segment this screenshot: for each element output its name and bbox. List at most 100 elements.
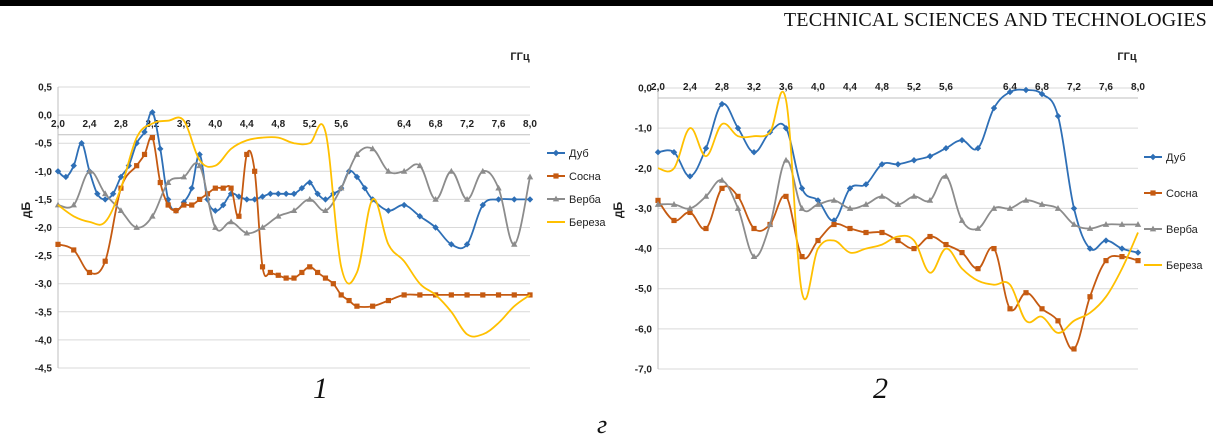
- data-point: [831, 221, 837, 228]
- panel-label-2: 2: [873, 372, 888, 405]
- data-point: [815, 237, 821, 244]
- series-1: [654, 86, 1142, 256]
- legend-entry: Береза: [1144, 260, 1203, 272]
- y-tick-label: 0,5: [38, 83, 52, 94]
- data-point: [926, 153, 934, 160]
- data-point: [1118, 245, 1126, 252]
- data-point: [1039, 306, 1045, 312]
- data-point: [369, 145, 376, 152]
- data-point: [1103, 258, 1109, 264]
- data-point: [338, 184, 345, 191]
- x-tick-label: 4,8: [875, 82, 889, 93]
- data-point: [974, 225, 982, 231]
- data-point: [141, 128, 148, 136]
- data-point: [495, 292, 502, 298]
- data-point: [353, 173, 361, 181]
- data-point: [448, 167, 455, 174]
- data-point: [196, 151, 203, 158]
- data-point: [1006, 205, 1014, 211]
- data-point: [314, 190, 321, 197]
- data-point: [718, 100, 726, 108]
- data-point: [1102, 221, 1110, 227]
- data-point: [346, 297, 352, 304]
- legend-label: Дуб: [1166, 152, 1186, 164]
- data-point: [464, 292, 470, 298]
- data-point: [432, 224, 439, 231]
- data-point: [94, 190, 101, 197]
- data-point: [878, 192, 886, 199]
- data-point: [102, 258, 108, 264]
- data-point: [275, 212, 282, 219]
- data-point: [798, 185, 806, 192]
- legend-label: Верба: [569, 194, 602, 206]
- data-point: [526, 173, 534, 180]
- data-point: [275, 272, 281, 278]
- data-point: [197, 196, 203, 202]
- data-point: [401, 292, 407, 298]
- data-point: [322, 207, 329, 214]
- data-point: [196, 162, 203, 169]
- data-point: [783, 193, 789, 199]
- data-point: [1086, 245, 1094, 252]
- data-point: [1006, 88, 1014, 96]
- data-point: [654, 149, 662, 156]
- legend-marker: [552, 195, 560, 202]
- data-point: [385, 167, 392, 174]
- data-point: [62, 173, 70, 181]
- y-tick-label: -1,0: [35, 167, 53, 178]
- data-point: [298, 184, 306, 192]
- data-point: [719, 185, 725, 191]
- data-point: [846, 185, 854, 192]
- data-point: [165, 202, 171, 208]
- data-point: [338, 292, 344, 298]
- data-point: [958, 217, 966, 223]
- y-tick-label: -3,5: [35, 307, 53, 318]
- figure-letter: г: [597, 410, 608, 439]
- data-point: [671, 217, 677, 224]
- data-point: [1022, 197, 1030, 203]
- data-point: [235, 193, 243, 200]
- x-tick-label: 2,4: [83, 119, 97, 130]
- legend-marker: [553, 173, 559, 179]
- legend-label: Верба: [1166, 224, 1199, 236]
- x-tick-label: 4,0: [208, 119, 222, 130]
- data-point: [189, 202, 195, 208]
- data-point: [212, 224, 219, 230]
- x-tick-label: 6,8: [1035, 82, 1049, 93]
- legend-marker: [1149, 153, 1157, 161]
- data-point: [134, 163, 140, 169]
- y-axis-label: дБ: [611, 202, 625, 219]
- data-point: [102, 196, 109, 203]
- data-point: [702, 192, 710, 199]
- data-point: [70, 201, 77, 208]
- data-point: [54, 168, 62, 175]
- x-tick-label: 7,6: [492, 119, 506, 130]
- y-tick-label: -4,0: [35, 335, 53, 346]
- x-unit-label: ГГц: [510, 51, 529, 63]
- data-point: [173, 208, 179, 214]
- data-point: [910, 157, 918, 164]
- gridlines: [658, 87, 1138, 370]
- data-point: [259, 264, 266, 270]
- data-point: [220, 201, 227, 209]
- data-point: [109, 190, 117, 197]
- series-line: [657, 90, 1139, 334]
- data-point: [798, 205, 806, 211]
- legend-label: Сосна: [569, 171, 602, 183]
- data-point: [432, 196, 439, 202]
- data-point: [959, 249, 965, 256]
- data-point: [291, 275, 297, 281]
- data-point: [670, 201, 678, 207]
- data-point: [164, 179, 172, 185]
- y-tick-label: 0,0: [638, 84, 652, 95]
- data-point: [282, 190, 290, 197]
- x-tick-label: 7,6: [1099, 82, 1113, 93]
- data-point: [1007, 306, 1013, 312]
- data-point: [511, 292, 517, 298]
- data-point: [290, 190, 298, 197]
- data-point: [306, 179, 313, 186]
- top-rule: [0, 0, 1213, 6]
- data-point: [990, 205, 998, 211]
- data-point: [686, 173, 694, 180]
- data-point: [862, 201, 870, 207]
